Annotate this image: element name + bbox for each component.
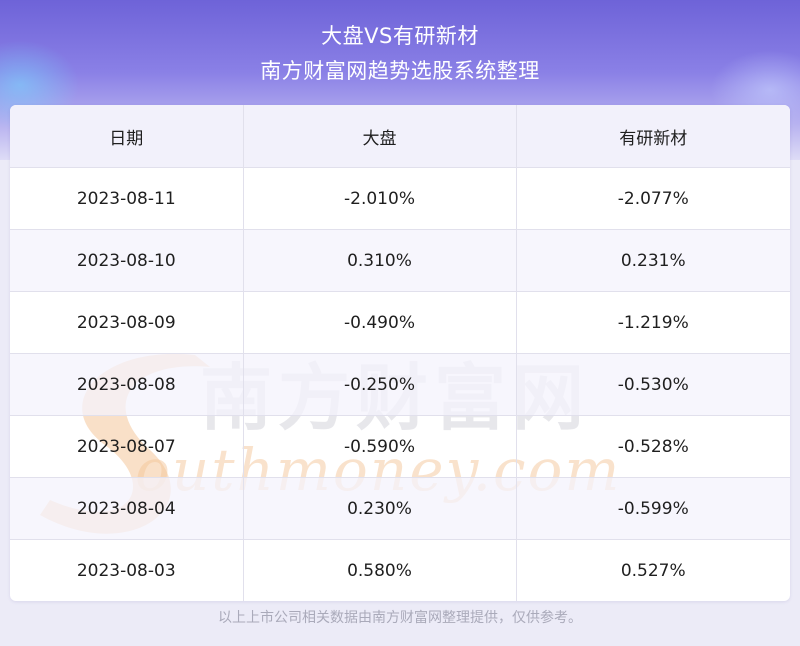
cell-stock-change: -0.530% — [516, 353, 790, 416]
cell-stock-change: -0.599% — [516, 477, 790, 540]
cell-date: 2023-08-11 — [10, 167, 244, 230]
table-row: 2023-08-07 -0.590% -0.528% — [10, 415, 790, 478]
column-header-stock: 有研新材 — [516, 105, 790, 168]
cell-date: 2023-08-03 — [10, 539, 244, 601]
cell-market-change: -2.010% — [243, 167, 517, 230]
column-header-date: 日期 — [10, 105, 244, 168]
page-subtitle: 南方财富网趋势选股系统整理 — [260, 59, 540, 83]
cell-date: 2023-08-04 — [10, 477, 244, 540]
table-row: 2023-08-10 0.310% 0.231% — [10, 229, 790, 292]
table-row: 2023-08-04 0.230% -0.599% — [10, 477, 790, 540]
cell-market-change: -0.590% — [243, 415, 517, 478]
comparison-table-card: 南方财富网 outhmoney.com 日期 大盘 有研新材 2023-08-1… — [10, 105, 790, 601]
footer-disclaimer: 以上上市公司相关数据由南方财富网整理提供，仅供参考。 — [218, 610, 582, 626]
table-row: 2023-08-03 0.580% 0.527% — [10, 539, 790, 601]
table-row: 2023-08-09 -0.490% -1.219% — [10, 291, 790, 354]
cell-market-change: 0.230% — [243, 477, 517, 540]
comparison-table: 日期 大盘 有研新材 2023-08-11 -2.010% -2.077% 20… — [10, 105, 790, 601]
cell-market-change: -0.490% — [243, 291, 517, 354]
table-row: 2023-08-08 -0.250% -0.530% — [10, 353, 790, 416]
cell-stock-change: 0.231% — [516, 229, 790, 292]
page-title: 大盘VS有研新材 — [321, 24, 479, 48]
cell-stock-change: -1.219% — [516, 291, 790, 354]
cell-date: 2023-08-07 — [10, 415, 244, 478]
cell-stock-change: 0.527% — [620, 560, 686, 581]
cell-market-change: 0.580% — [243, 539, 517, 601]
cell-date: 2023-08-10 — [10, 229, 244, 292]
cell-stock-change: -2.077% — [516, 167, 790, 230]
table-row: 2023-08-11 -2.010% -2.077% — [10, 167, 790, 230]
cell-date: 2023-08-08 — [10, 353, 244, 416]
cell-market-change: -0.250% — [243, 353, 517, 416]
table-header-row: 日期 大盘 有研新材 — [10, 105, 790, 168]
cell-market-change: 0.310% — [243, 229, 517, 292]
cell-date: 2023-08-09 — [10, 291, 244, 354]
column-header-market: 大盘 — [243, 105, 517, 168]
cell-stock-change: -0.528% — [516, 415, 790, 478]
